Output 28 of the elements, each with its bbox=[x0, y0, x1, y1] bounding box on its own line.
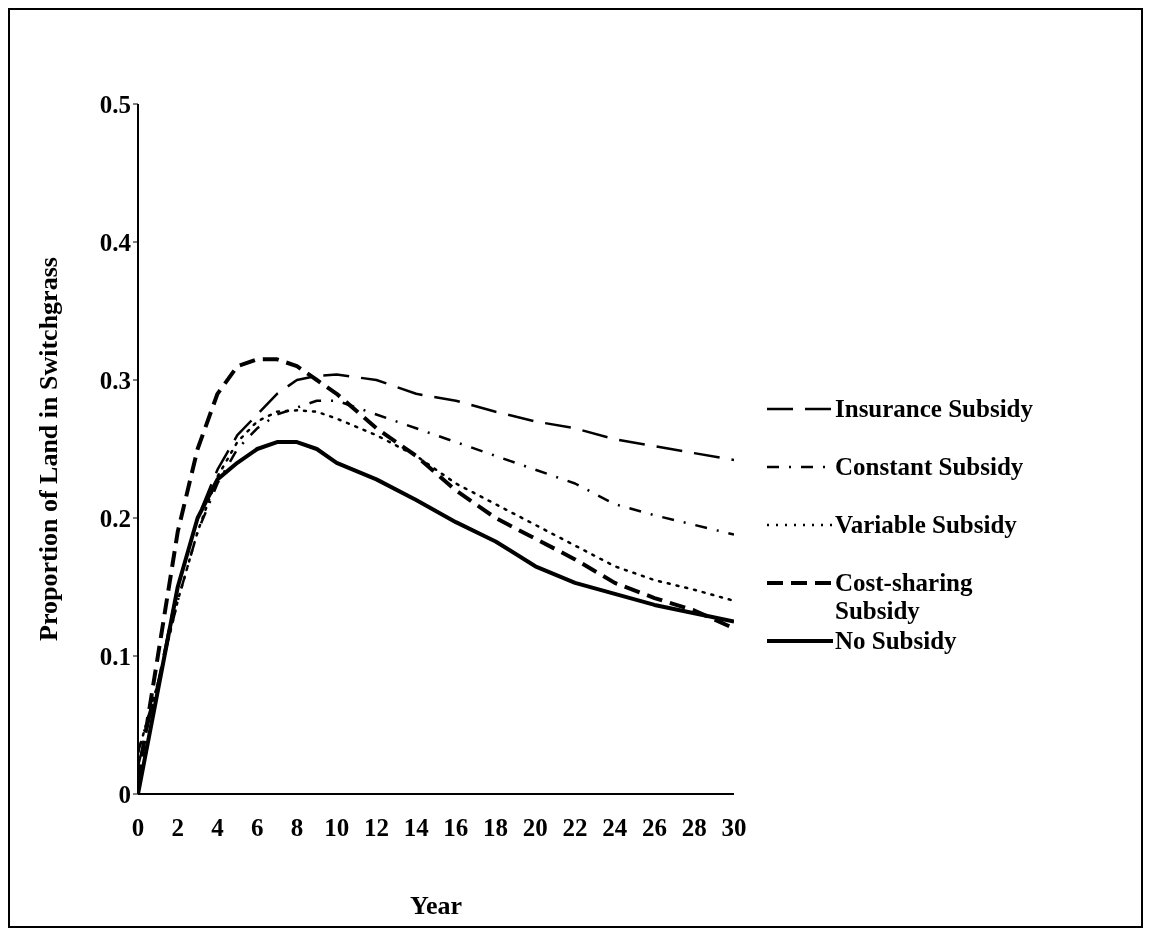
y-tick-label: 0.2 bbox=[99, 504, 131, 532]
x-tick-label: 10 bbox=[324, 813, 350, 841]
x-tick-label: 14 bbox=[403, 813, 430, 841]
y-axis-title: Proportion of Land in Switchgrass bbox=[34, 257, 64, 641]
legend-label: Insurance Subsidy bbox=[835, 395, 1033, 423]
x-tick-label: 20 bbox=[522, 813, 548, 841]
y-tick-label: 0.5 bbox=[99, 90, 131, 118]
y-tick-label: 0.1 bbox=[99, 642, 131, 670]
x-tick-label: 28 bbox=[681, 813, 707, 841]
x-tick-label: 8 bbox=[290, 813, 304, 841]
x-tick-label: 22 bbox=[562, 813, 588, 841]
x-tick-label: 24 bbox=[602, 813, 628, 841]
x-tick-label: 6 bbox=[250, 813, 264, 841]
x-tick-label: 18 bbox=[483, 813, 509, 841]
x-tick-label: 30 bbox=[721, 813, 747, 841]
y-tick-label: 0.3 bbox=[99, 366, 131, 394]
legend-label: No Subsidy bbox=[835, 627, 957, 655]
legend-label: Constant Subsidy bbox=[835, 453, 1024, 481]
x-tick-label: 16 bbox=[443, 813, 469, 841]
y-tick-label: 0.4 bbox=[99, 228, 132, 256]
legend-label: Cost-sharing Subsidy bbox=[835, 569, 974, 625]
x-tick-label: 12 bbox=[363, 813, 389, 841]
x-tick-label: 2 bbox=[171, 813, 184, 841]
y-tick-label: 0 bbox=[118, 780, 131, 808]
x-tick-label: 4 bbox=[211, 813, 225, 841]
x-axis-title: Year bbox=[410, 891, 462, 920]
x-tick-label: 26 bbox=[642, 813, 668, 841]
legend-label: Variable Subsidy bbox=[835, 511, 1017, 539]
